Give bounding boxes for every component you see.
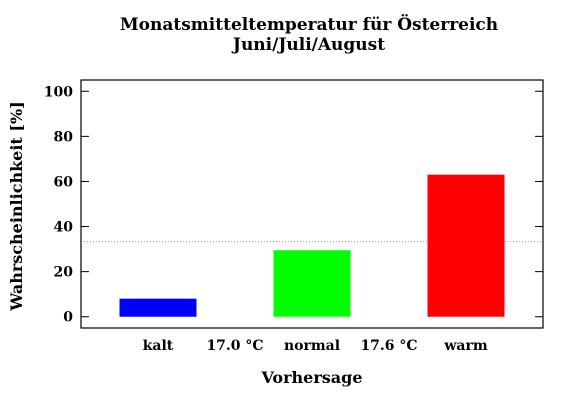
chart-title-line-2: Juni/Juli/August — [231, 35, 385, 55]
chart-title-line-1: Monatsmitteltemperatur für Österreich — [120, 14, 498, 35]
y-tick-label-20: 20 — [54, 265, 74, 281]
plot-frame — [80, 79, 544, 329]
bar-normal — [273, 250, 351, 317]
y-tick-label-100: 100 — [44, 84, 73, 100]
plot-area: kalt normal warm 17.0 °C 17.6 °C 0 20 40 60 80 100 — [44, 79, 544, 354]
x-axis-label: Vorhersage — [260, 368, 362, 387]
threshold-label-2: 17.6 °C — [360, 338, 417, 354]
y-tick-label-80: 80 — [54, 129, 74, 145]
x-tick-label-kalt: kalt — [143, 338, 174, 354]
y-tick-label-0: 0 — [63, 310, 73, 326]
x-tick-label-normal: normal — [284, 338, 340, 354]
bar-kalt — [119, 298, 197, 317]
bar-warm — [427, 174, 505, 317]
threshold-label-1: 17.0 °C — [206, 338, 263, 354]
y-axis-label: Wahrscheinlichkeit [%] — [7, 101, 26, 311]
y-tick-label-60: 60 — [54, 174, 74, 190]
x-tick-label-warm: warm — [443, 338, 487, 354]
y-tick-label-40: 40 — [54, 220, 74, 236]
